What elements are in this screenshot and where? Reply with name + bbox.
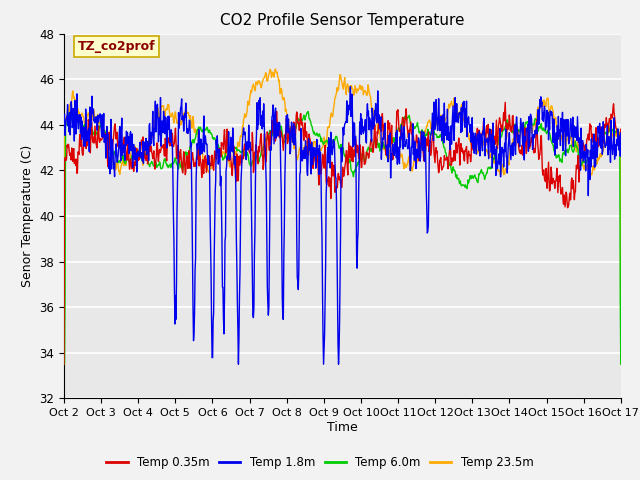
Title: CO2 Profile Sensor Temperature: CO2 Profile Sensor Temperature [220,13,465,28]
Y-axis label: Senor Temperature (C): Senor Temperature (C) [20,145,34,287]
X-axis label: Time: Time [327,421,358,434]
Text: TZ_co2prof: TZ_co2prof [78,40,156,53]
Legend: Temp 0.35m, Temp 1.8m, Temp 6.0m, Temp 23.5m: Temp 0.35m, Temp 1.8m, Temp 6.0m, Temp 2… [102,452,538,474]
